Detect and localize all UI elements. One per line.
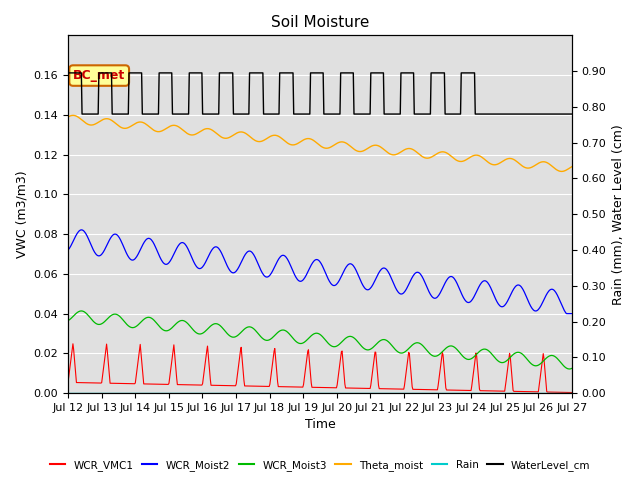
WCR_Moist2	[396, 291, 404, 297]
Rain	[74, 390, 81, 396]
Y-axis label: Rain (mm), Water Level (cm): Rain (mm), Water Level (cm)	[612, 124, 625, 305]
Line: WCR_Moist3: WCR_Moist3	[68, 311, 572, 369]
WaterLevel_cm	[64, 70, 72, 76]
WCR_Moist3	[396, 350, 404, 356]
WCR_Moist2	[204, 255, 211, 261]
WCR_Moist3	[381, 337, 389, 343]
Theta_moist	[69, 112, 77, 118]
X-axis label: Time: Time	[305, 419, 335, 432]
Text: BC_met: BC_met	[73, 69, 125, 82]
Rain	[381, 390, 388, 396]
Rain	[568, 390, 576, 396]
WCR_VMC1	[396, 386, 404, 392]
WCR_Moist3	[126, 324, 134, 330]
Legend: WCR_VMC1, WCR_Moist2, WCR_Moist3, Theta_moist, Rain, WaterLevel_cm: WCR_VMC1, WCR_Moist2, WCR_Moist3, Theta_…	[45, 456, 595, 475]
WaterLevel_cm	[126, 70, 134, 76]
WCR_Moist2	[177, 240, 185, 246]
WaterLevel_cm	[78, 111, 86, 117]
Theta_moist	[64, 114, 72, 120]
WCR_VMC1	[177, 382, 185, 387]
Rain	[203, 390, 211, 396]
WCR_VMC1	[69, 341, 77, 347]
Theta_moist	[177, 126, 185, 132]
Rain	[125, 390, 133, 396]
WCR_Moist3	[568, 365, 576, 371]
WaterLevel_cm	[74, 70, 81, 76]
WCR_VMC1	[64, 380, 72, 385]
WCR_Moist3	[204, 326, 211, 332]
WCR_Moist2	[64, 247, 72, 253]
WCR_Moist2	[563, 311, 571, 316]
WCR_VMC1	[204, 343, 211, 349]
Theta_moist	[396, 149, 404, 155]
WCR_Moist2	[74, 230, 81, 236]
WCR_Moist2	[568, 311, 576, 316]
Line: WCR_VMC1: WCR_VMC1	[68, 344, 572, 393]
WCR_Moist2	[77, 227, 85, 233]
WCR_Moist3	[64, 318, 72, 324]
WCR_Moist3	[77, 308, 85, 314]
Theta_moist	[74, 114, 82, 120]
Rain	[396, 390, 403, 396]
WaterLevel_cm	[177, 111, 185, 117]
WCR_VMC1	[74, 380, 82, 385]
WaterLevel_cm	[204, 111, 211, 117]
Line: Theta_moist: Theta_moist	[68, 115, 572, 171]
WCR_VMC1	[126, 381, 134, 386]
WCR_Moist2	[126, 256, 134, 262]
WCR_VMC1	[568, 390, 576, 396]
Y-axis label: VWC (m3/m3): VWC (m3/m3)	[15, 170, 28, 258]
WCR_Moist3	[565, 366, 573, 372]
WCR_VMC1	[381, 386, 389, 392]
Title: Soil Moisture: Soil Moisture	[271, 15, 369, 30]
Rain	[177, 390, 184, 396]
Theta_moist	[204, 126, 211, 132]
Line: WaterLevel_cm: WaterLevel_cm	[68, 73, 572, 114]
WCR_Moist3	[177, 318, 185, 324]
Rain	[64, 390, 72, 396]
WCR_Moist3	[74, 310, 81, 315]
Theta_moist	[568, 164, 576, 169]
WaterLevel_cm	[381, 111, 389, 117]
Line: WCR_Moist2: WCR_Moist2	[68, 230, 572, 313]
Theta_moist	[381, 148, 389, 154]
Theta_moist	[126, 124, 134, 130]
WaterLevel_cm	[568, 111, 576, 117]
WCR_Moist2	[381, 266, 389, 272]
WaterLevel_cm	[396, 111, 404, 117]
Theta_moist	[557, 168, 565, 174]
